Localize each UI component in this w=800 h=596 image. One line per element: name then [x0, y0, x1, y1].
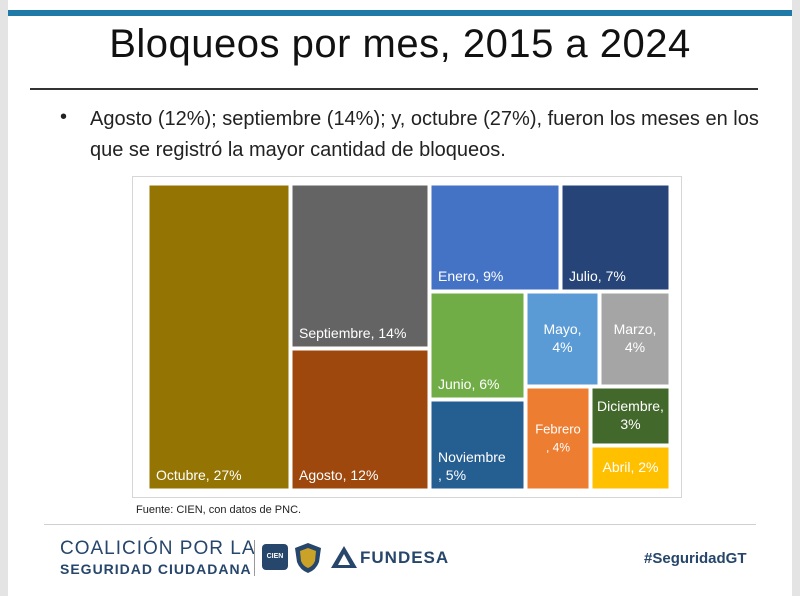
- treemap-label-mayo: 4%: [552, 339, 572, 355]
- treemap-cell-mayo: [526, 292, 599, 386]
- treemap-label-noviembre: Noviembre: [438, 449, 506, 465]
- treemap-label-noviembre: , 5%: [438, 467, 466, 483]
- fundesa-logo-icon: [331, 546, 357, 568]
- logo-separator: [254, 540, 255, 576]
- treemap-cell-septiembre: [291, 184, 429, 348]
- treemap-label-febrero: , 4%: [546, 441, 570, 455]
- treemap-label-mayo: Mayo,: [543, 321, 581, 337]
- fundesa-logo-text: FUNDESA: [360, 548, 450, 567]
- treemap-label-septiembre: Septiembre, 14%: [299, 325, 406, 341]
- treemap-label-octubre: Octubre, 27%: [156, 467, 242, 483]
- chart-source: Fuente: CIEN, con datos de PNC.: [136, 504, 302, 516]
- top-accent-bar: [8, 10, 792, 16]
- title-underline: [30, 88, 758, 90]
- treemap-label-agosto: Agosto, 12%: [299, 467, 378, 483]
- bullet-text: Agosto (12%); septiembre (14%); y, octub…: [90, 108, 759, 161]
- treemap-cell-octubre: [148, 184, 290, 490]
- slide: Bloqueos por mes, 2015 a 2024 • Agosto (…: [8, 0, 792, 596]
- treemap-cell-enero: [430, 184, 560, 291]
- treemap-cell-diciembre: [591, 387, 670, 445]
- hashtag: #SeguridadGT: [644, 550, 747, 567]
- treemap-cell-abril: [591, 446, 670, 490]
- treemap-cell-agosto: [291, 349, 429, 490]
- slide-title: Bloqueos por mes, 2015 a 2024: [109, 22, 691, 66]
- treemap-cell-marzo: [600, 292, 670, 386]
- treemap-label-diciembre: 3%: [620, 416, 640, 432]
- bullet-icon: •: [60, 106, 68, 128]
- treemap-chart: Octubre, 27% Septiembre, 14% Agosto, 12% En…: [148, 184, 670, 490]
- treemap-cell-febrero: [526, 387, 590, 490]
- cien-logo: CIEN: [262, 544, 288, 570]
- treemap-label-marzo: 4%: [625, 339, 645, 355]
- pnc-shield-icon: [295, 543, 321, 573]
- coalicion-logo-line1: COALICIÓN POR LA: [60, 538, 256, 559]
- coalicion-logo-line2: SEGURIDAD CIUDADANA: [60, 561, 252, 577]
- treemap-label-abril: Abril, 2%: [602, 459, 658, 475]
- treemap-label-junio: Junio, 6%: [438, 376, 499, 392]
- treemap-chart-frame: Octubre, 27% Septiembre, 14% Agosto, 12% En…: [132, 176, 682, 498]
- treemap-cell-noviembre: [430, 400, 525, 490]
- treemap-label-julio: Julio, 7%: [569, 268, 626, 284]
- treemap-cell-junio: [430, 292, 525, 399]
- treemap-label-enero: Enero, 9%: [438, 268, 503, 284]
- treemap-label-marzo: Marzo,: [614, 321, 657, 337]
- treemap-cell-julio: [561, 184, 670, 291]
- treemap-label-febrero: Febrero: [535, 422, 581, 437]
- treemap-label-diciembre: Diciembre,: [597, 398, 664, 414]
- footer-divider: [44, 524, 756, 525]
